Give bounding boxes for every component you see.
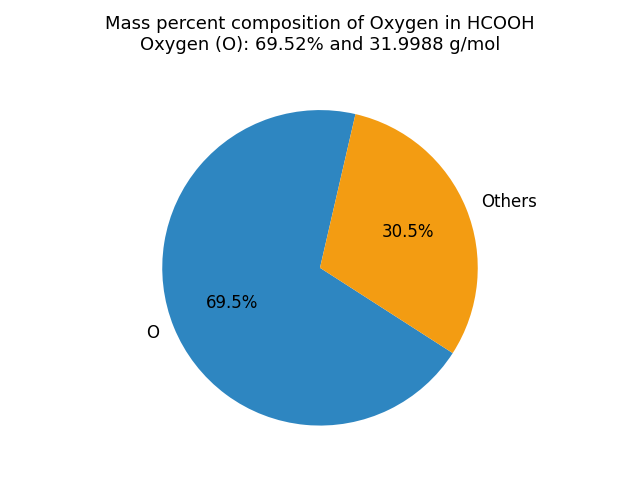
Title: Mass percent composition of Oxygen in HCOOH
Oxygen (O): 69.52% and 31.9988 g/mol: Mass percent composition of Oxygen in HC… [105, 15, 535, 54]
Wedge shape [320, 114, 477, 353]
Text: 69.5%: 69.5% [206, 295, 259, 312]
Text: O: O [147, 324, 159, 342]
Text: Others: Others [481, 193, 536, 211]
Text: 30.5%: 30.5% [381, 223, 434, 241]
Wedge shape [163, 110, 452, 426]
